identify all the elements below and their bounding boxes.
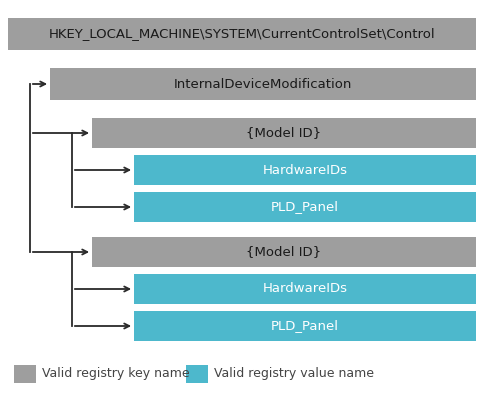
Text: HardwareIDs: HardwareIDs xyxy=(262,163,348,176)
Bar xyxy=(8,18,476,50)
Bar xyxy=(92,118,476,148)
Text: PLD_Panel: PLD_Panel xyxy=(271,200,339,213)
Bar xyxy=(92,237,476,267)
Bar xyxy=(14,365,36,383)
Bar xyxy=(134,274,476,304)
Text: InternalDeviceModification: InternalDeviceModification xyxy=(174,78,352,90)
Bar xyxy=(50,68,476,100)
Bar xyxy=(134,192,476,222)
Bar xyxy=(134,155,476,185)
Text: {Model ID}: {Model ID} xyxy=(246,126,321,139)
Bar xyxy=(134,311,476,341)
Text: HardwareIDs: HardwareIDs xyxy=(262,283,348,296)
Bar xyxy=(186,365,208,383)
Text: PLD_Panel: PLD_Panel xyxy=(271,320,339,333)
Text: HKEY_LOCAL_MACHINE\SYSTEM\CurrentControlSet\Control: HKEY_LOCAL_MACHINE\SYSTEM\CurrentControl… xyxy=(49,27,435,40)
Text: {Model ID}: {Model ID} xyxy=(246,246,321,258)
Text: Valid registry value name: Valid registry value name xyxy=(214,368,374,381)
Text: Valid registry key name: Valid registry key name xyxy=(42,368,190,381)
